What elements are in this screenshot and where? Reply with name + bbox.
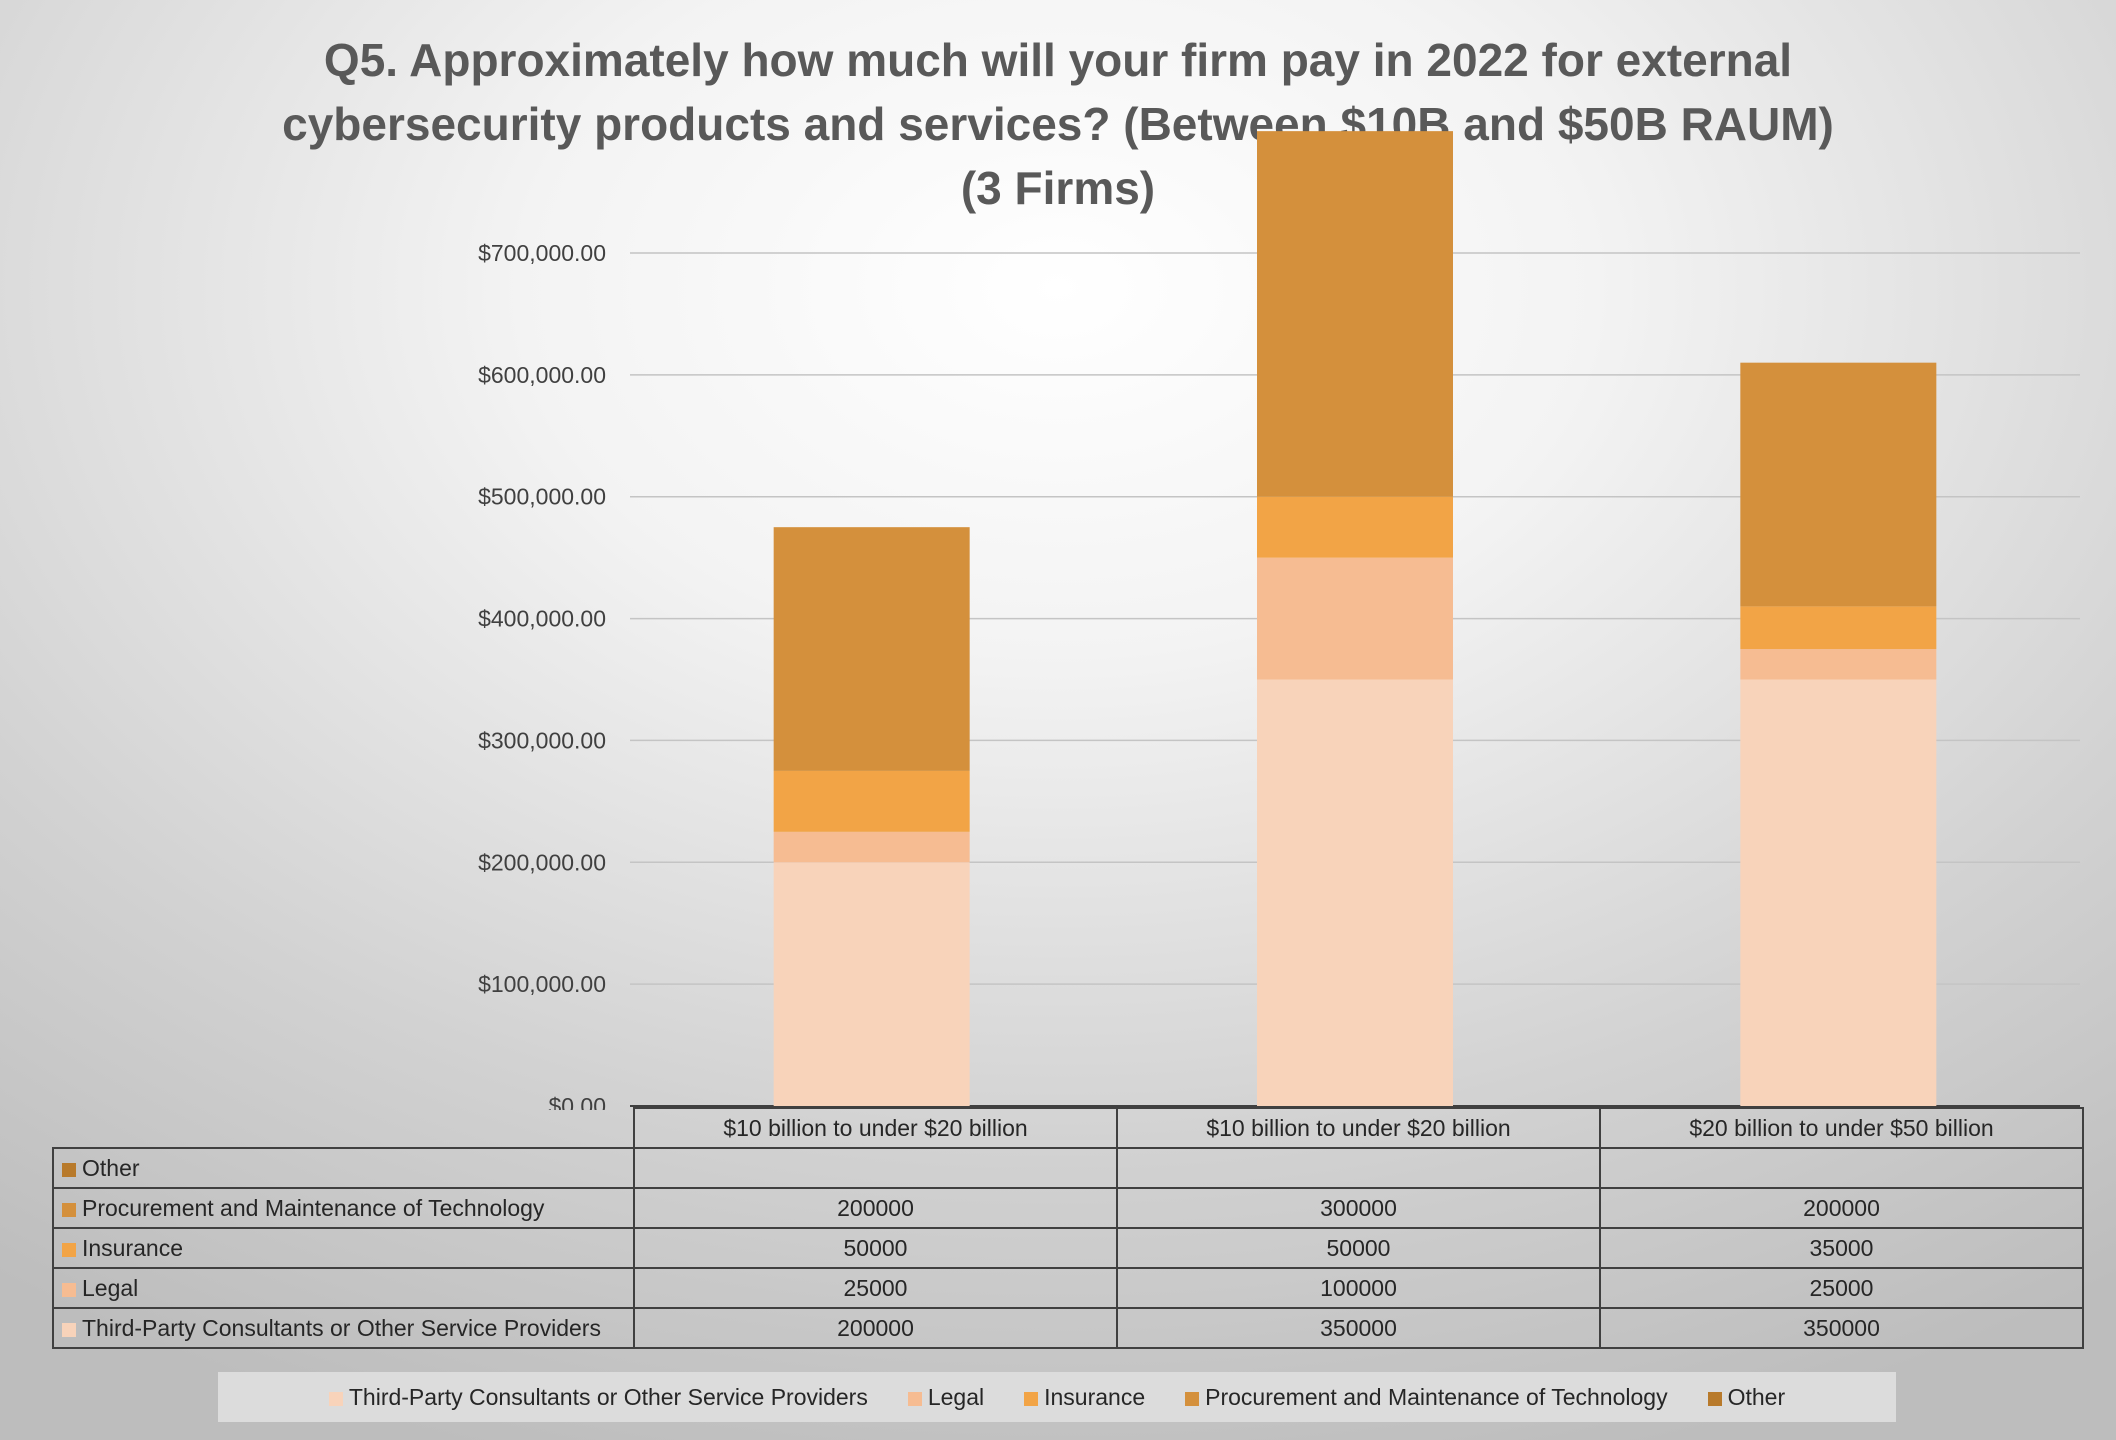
bar-segment	[773, 527, 970, 771]
legend-item: Legal	[907, 1383, 985, 1411]
table-row: Third-Party Consultants or Other Service…	[52, 1307, 2084, 1349]
table-header-row: $10 billion to under $20 billion $10 bill…	[53, 1107, 2084, 1149]
x-category-label: $20 billion to under $50 billion	[1599, 1107, 2084, 1149]
legend-item: Other	[1707, 1383, 1786, 1411]
series-swatch	[62, 1242, 76, 1257]
bar-segment	[1257, 496, 1453, 558]
table-row: Insurance 50000 50000 35000	[52, 1227, 2084, 1269]
table-series-label: Insurance	[52, 1227, 635, 1269]
table-series-label: Procurement and Maintenance of Technolog…	[52, 1187, 635, 1229]
y-tick-label: $0.00	[548, 1093, 606, 1110]
legend-label: Legal	[927, 1383, 985, 1410]
table-value-cell: 350000	[1116, 1307, 1601, 1349]
table-value-cell: 25000	[1599, 1267, 2084, 1309]
table-series-label: Other	[52, 1147, 635, 1189]
series-swatch	[62, 1202, 76, 1217]
table-value-cell: 50000	[633, 1227, 1118, 1269]
y-tick-label: $400,000.00	[478, 606, 606, 632]
bar-segment	[1740, 679, 1937, 1106]
table-value-cell: 50000	[1116, 1227, 1601, 1269]
table-value-cell: 200000	[633, 1307, 1118, 1349]
legend-swatch	[907, 1391, 922, 1406]
table-value-cell: 200000	[633, 1187, 1118, 1229]
table-row: Other	[52, 1147, 2084, 1189]
table-value-cell	[633, 1147, 1118, 1189]
x-category-label: $10 billion to under $20 billion	[633, 1107, 1118, 1149]
data-table: $10 billion to under $20 billion $10 bill…	[52, 1107, 2084, 1349]
chart-title-line-1: Q5. Approximately how much will your fir…	[323, 34, 1793, 86]
y-tick-label: $100,000.00	[478, 971, 606, 997]
bars	[773, 131, 1937, 1106]
table-value-cell: 350000	[1599, 1307, 2084, 1349]
bar-segment	[1740, 362, 1937, 607]
legend-item: Procurement and Maintenance of Technolog…	[1185, 1383, 1668, 1411]
legend-swatch	[1185, 1391, 1200, 1406]
bar-segment	[1257, 131, 1453, 497]
series-name: Procurement and Maintenance of Technolog…	[82, 1194, 545, 1221]
table-series-label: Legal	[52, 1267, 635, 1309]
table-row: Legal 25000 100000 25000	[52, 1267, 2084, 1309]
series-swatch	[62, 1162, 76, 1177]
table-value-cell: 35000	[1599, 1227, 2084, 1269]
y-tick-label: $500,000.00	[478, 484, 606, 510]
y-tick-label: $300,000.00	[478, 727, 606, 753]
bar-segment	[773, 862, 970, 1106]
chart-title-line-2: cybersecurity products and services? (Be…	[282, 98, 1834, 150]
legend-label: Third-Party Consultants or Other Service…	[348, 1383, 868, 1410]
legend-swatch	[1024, 1391, 1039, 1406]
bar-segment	[1257, 679, 1453, 1106]
legend-item: Insurance	[1024, 1384, 1145, 1411]
series-name: Other	[82, 1154, 140, 1181]
legend-label: Procurement and Maintenance of Technolog…	[1205, 1383, 1668, 1410]
y-axis: $0.00 $100,000.00 $200,000.00 $300,000.00 $4…	[478, 240, 606, 1110]
table-value-cell: 100000	[1116, 1267, 1601, 1309]
legend-label: Insurance	[1044, 1383, 1146, 1410]
table-value-cell: 25000	[633, 1267, 1118, 1309]
series-swatch	[62, 1322, 76, 1337]
legend-swatch	[328, 1391, 343, 1406]
table-row: Procurement and Maintenance of Technolog…	[52, 1187, 2084, 1229]
table-value-cell: 300000	[1116, 1187, 1601, 1229]
y-tick-label: $600,000.00	[478, 362, 606, 388]
table-value-cell	[1116, 1147, 1601, 1189]
table-value-cell: 200000	[1599, 1187, 2084, 1229]
plot-area: $0.00 $100,000.00 $200,000.00 $300,000.00 $4…	[478, 131, 2080, 1110]
series-name: Legal	[82, 1274, 139, 1301]
bar-segment	[773, 831, 970, 863]
chart-title: Q5. Approximately how much will your fir…	[180, 28, 1936, 220]
y-tick-label: $200,000.00	[478, 849, 606, 875]
bar-segment	[1257, 557, 1453, 680]
x-category-label: $10 billion to under $20 billion	[1116, 1107, 1601, 1149]
bar-segment	[1740, 649, 1937, 680]
table-value-cell	[1599, 1147, 2084, 1189]
legend: Third-Party Consultants or Other Service…	[218, 1372, 1896, 1422]
bar-segment	[773, 770, 970, 832]
legend-label: Other	[1727, 1383, 1786, 1410]
table-series-label: Third-Party Consultants or Other Service…	[52, 1307, 635, 1349]
y-tick-label: $700,000.00	[478, 240, 606, 266]
series-name: Third-Party Consultants or Other Service…	[82, 1314, 601, 1341]
bar-segment	[1740, 606, 1937, 650]
chart-title-line-3: (3 Firms)	[960, 162, 1156, 214]
series-swatch	[62, 1282, 76, 1297]
series-name: Insurance	[82, 1234, 184, 1261]
legend-item: Third-Party Consultants or Other Service…	[328, 1383, 868, 1411]
table-corner	[53, 1108, 635, 1149]
legend-swatch	[1707, 1391, 1722, 1406]
